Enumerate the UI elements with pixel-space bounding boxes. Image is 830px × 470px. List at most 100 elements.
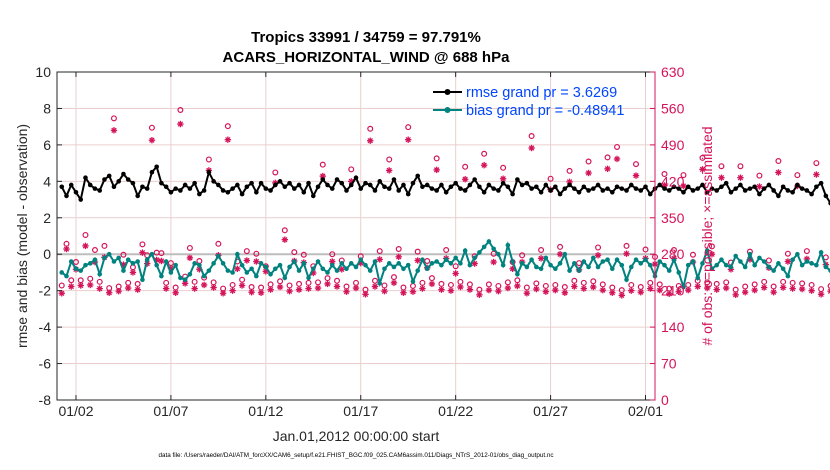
obs-assimilated-stroke xyxy=(614,156,620,162)
obs-possible-marker xyxy=(490,250,497,257)
obs-possible-marker xyxy=(296,280,303,287)
obs-possible-marker xyxy=(561,284,568,291)
obs-assimilated-stroke xyxy=(315,285,321,291)
obs-assimilated-marker xyxy=(490,258,497,266)
obs-assimilated-marker xyxy=(428,280,436,288)
left-tick-label: 0 xyxy=(43,246,51,262)
bias-point xyxy=(363,262,368,268)
obs-assimilated-marker xyxy=(186,254,194,262)
rmse-point xyxy=(704,189,710,195)
obs-assimilated-marker xyxy=(248,289,255,296)
obs-assimilated-marker xyxy=(480,161,488,169)
bias-point xyxy=(149,251,155,257)
x-tick-label: 01/12 xyxy=(248,403,283,419)
bias-point xyxy=(192,261,197,266)
obs-assimilated-marker xyxy=(257,289,265,296)
bias-point xyxy=(477,250,482,255)
rmse-point xyxy=(567,182,572,188)
obs-assimilated-marker xyxy=(405,136,412,143)
bias-point xyxy=(377,281,383,286)
obs-possible-marker xyxy=(533,280,540,287)
obs-assimilated-stroke xyxy=(172,290,179,296)
bias-point xyxy=(472,255,477,261)
obs-possible-marker xyxy=(742,283,749,290)
rmse-point xyxy=(273,182,278,188)
obs-possible-marker xyxy=(139,241,146,248)
obs-assimilated-stroke xyxy=(500,176,506,182)
obs-possible-marker xyxy=(215,240,222,247)
obs-assimilated-marker xyxy=(775,169,782,176)
rmse-point xyxy=(481,189,487,195)
bias-point xyxy=(173,262,178,268)
obs-assimilated-marker xyxy=(238,282,246,289)
obs-assimilated-marker xyxy=(234,265,241,272)
bias-point xyxy=(367,268,373,273)
obs-assimilated-stroke xyxy=(381,288,388,294)
obs-assimilated-stroke xyxy=(139,249,146,256)
bias-point xyxy=(230,270,235,275)
rmse-point xyxy=(795,182,800,188)
obs-assimilated-marker xyxy=(400,289,407,296)
obs-assimilated-stroke xyxy=(676,289,682,295)
obs-assimilated-stroke xyxy=(486,287,492,293)
rmse-point xyxy=(130,180,136,186)
rmse-point xyxy=(690,188,696,193)
bias-point xyxy=(87,261,93,266)
obs-assimilated-stroke xyxy=(680,183,687,189)
obs-assimilated-marker xyxy=(362,291,369,298)
obs-assimilated-marker xyxy=(694,283,701,290)
obs-possible-marker xyxy=(87,275,94,282)
obs-assimilated-marker xyxy=(675,288,682,295)
bias-point xyxy=(643,257,648,262)
bias-point xyxy=(220,261,226,266)
bias-point xyxy=(277,262,283,268)
obs-assimilated-marker xyxy=(229,287,236,294)
rmse-point xyxy=(643,184,648,190)
bias-point xyxy=(586,264,591,270)
obs-assimilated-stroke xyxy=(134,286,141,293)
rmse-point xyxy=(424,182,430,188)
obs-assimilated-stroke xyxy=(557,251,563,257)
obs-possible-marker xyxy=(334,277,341,284)
bias-point xyxy=(780,266,786,272)
bias-point xyxy=(809,261,814,266)
rmse-point xyxy=(524,180,530,186)
left-axis-ticks: -8 -6 -4 -2 0 2 4 6 8 10 xyxy=(35,64,62,408)
bias-point xyxy=(282,275,288,281)
obs-assimilated-marker xyxy=(319,172,326,180)
bias-point xyxy=(315,259,321,264)
obs-possible-marker xyxy=(775,158,782,165)
obs-possible-marker xyxy=(424,257,431,264)
obs-assimilated-stroke xyxy=(305,285,312,292)
obs-possible-marker xyxy=(827,283,830,289)
obs-assimilated-stroke xyxy=(286,288,293,294)
obs-possible-marker xyxy=(438,280,445,287)
x-axis-ticks: 01/02 01/07 01/12 01/17 01/22 01/27 02/01 xyxy=(58,72,663,419)
rmse-point xyxy=(453,180,458,186)
bias-point xyxy=(681,284,686,290)
obs-assimilated-stroke xyxy=(339,266,345,273)
obs-assimilated-stroke xyxy=(476,292,483,298)
obs-possible-marker xyxy=(689,251,696,258)
rmse-point xyxy=(728,189,734,195)
obs-assimilated-stroke xyxy=(742,289,748,295)
bias-point xyxy=(144,257,150,262)
obs-assimilated-marker xyxy=(798,285,806,293)
obs-possible-marker xyxy=(751,281,758,288)
rmse-point xyxy=(548,188,553,193)
rmse-point xyxy=(553,184,558,190)
bias-point xyxy=(163,259,169,264)
obs-assimilated-stroke xyxy=(182,280,188,287)
obs-assimilated-marker xyxy=(680,182,687,190)
obs-assimilated-stroke xyxy=(628,287,634,294)
bias-point xyxy=(258,261,264,266)
bias-point xyxy=(733,253,738,259)
obs-possible-marker xyxy=(272,169,279,176)
obs-possible-marker xyxy=(585,158,592,165)
bias-point xyxy=(301,261,307,266)
obs-assimilated-stroke xyxy=(334,283,340,290)
obs-assimilated-marker xyxy=(110,127,118,134)
obs-assimilated-stroke xyxy=(229,287,236,294)
bias-point xyxy=(254,273,259,279)
obs-assimilated-marker xyxy=(414,257,421,264)
